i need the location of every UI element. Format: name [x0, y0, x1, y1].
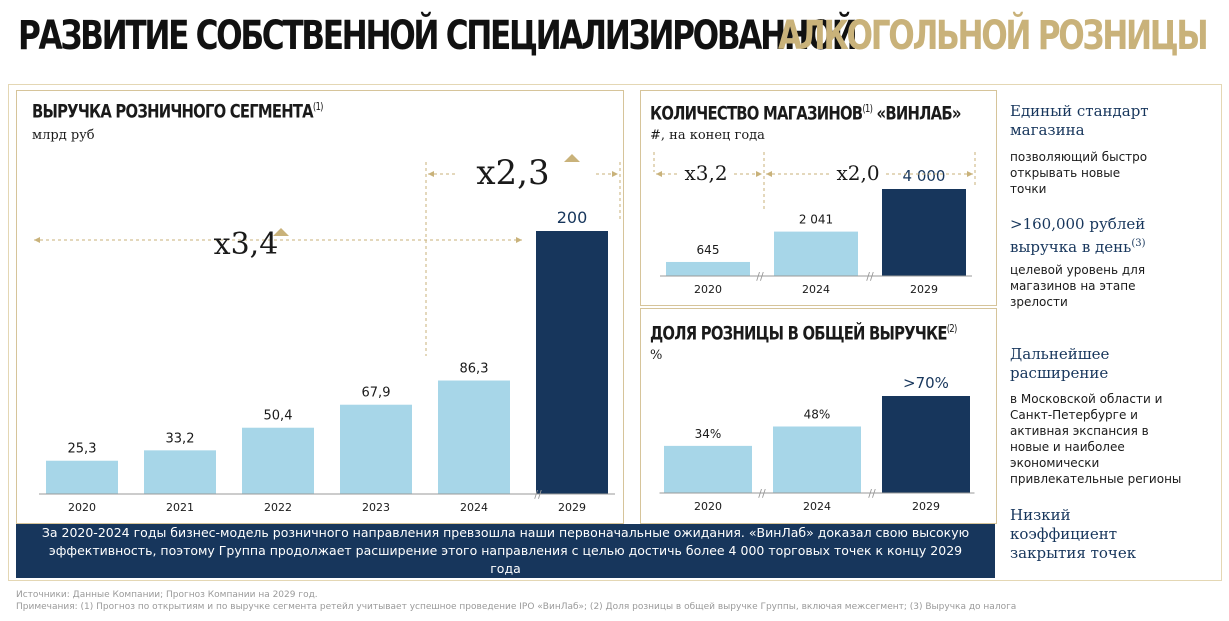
data-label-0-2029: 200 [557, 208, 588, 227]
bracket-x34-arrow-right [516, 237, 522, 243]
share-chart-unit: % [650, 348, 663, 363]
stores-title-sup: (1) [862, 102, 873, 115]
revenue-title-text: ВЫРУЧКА РОЗНИЧНОГО СЕГМЕНТА [32, 100, 314, 123]
data-label-1-2024: 2 041 [799, 213, 833, 227]
bar-2-2020 [664, 445, 752, 493]
page-title-dark: РАЗВИТИЕ СОБСТВЕННОЙ СПЕЦИАЛИЗИРОВАННОЙ [18, 13, 858, 59]
bar-0-2021 [144, 450, 216, 494]
sidebar-head-closure: Низкий коэффициент закрытия точек [1010, 506, 1137, 562]
stores-chart-title: КОЛИЧЕСТВО МАГАЗИНОВ(1) «ВИНЛАБ» [650, 102, 961, 124]
stores-chart: 645 2020 2 041 2024 4 000 2029 // // x3,2 x2,0 [653, 152, 976, 296]
bracket-x32-arrow-right [756, 171, 762, 177]
bar-2-2029 [882, 396, 970, 493]
tick-label-0-2020: 2020 [68, 501, 96, 514]
stores-chart-unit: #, на конец года [650, 128, 765, 143]
up-arrow-x23 [564, 154, 580, 162]
summary-banner: За 2020-2024 годы бизнес-модель рознично… [16, 524, 995, 578]
axis-break-0-0: // [534, 488, 542, 501]
bar-0-2020 [46, 460, 118, 494]
tick-label-2-2020: 2020 [694, 500, 722, 513]
bar-1-2024 [774, 231, 858, 276]
stores-title-suffix: «ВИНЛАБ» [876, 102, 962, 125]
data-label-0-2024: 86,3 [460, 362, 489, 377]
sidebar-head-revenue-text: >160,000 рублей выручка в день [1010, 215, 1146, 256]
sidebar-text-standard: позволяющий быстро открывать новые точки [1010, 150, 1148, 196]
multiplier-x32: x3,2 [684, 161, 727, 185]
data-label-0-2022: 50,4 [264, 409, 293, 424]
bracket-x34-arrow-left [34, 237, 40, 243]
bar-2-2024 [773, 426, 861, 493]
frame-revenue [16, 90, 624, 524]
axis-break-2-0: // [758, 487, 766, 500]
multiplier-x23: x2,3 [476, 153, 549, 193]
page-title: РАЗВИТИЕ СОБСТВЕННОЙ СПЕЦИАЛИЗИРОВАННОЙ [18, 4, 1092, 68]
up-arrow-x34 [273, 228, 289, 236]
data-label-2-2029: >70% [903, 374, 949, 392]
sidebar-head-revenue-sup: (3) [1131, 238, 1146, 249]
sidebar-text-expansion: в Московской области и Санкт-Петербурге … [1010, 392, 1182, 486]
data-label-2-2024: 48% [804, 407, 831, 421]
bracket-x20-arrow-right [967, 171, 973, 177]
bar-0-2024 [438, 380, 510, 494]
revenue-chart-title: ВЫРУЧКА РОЗНИЧНОГО СЕГМЕНТА(1) [32, 100, 323, 122]
data-label-1-2020: 645 [697, 243, 720, 257]
tick-label-1-2024: 2024 [802, 283, 830, 296]
revenue-chart: 25,3 2020 33,2 2021 50,4 2022 67,9 2023 86,3 2024… [34, 153, 621, 514]
data-label-0-2023: 67,9 [362, 386, 391, 401]
data-label-0-2021: 33,2 [166, 431, 195, 446]
bar-0-2023 [340, 404, 412, 494]
share-title-sup: (2) [946, 322, 958, 335]
stores-title-text: КОЛИЧЕСТВО МАГАЗИНОВ [650, 102, 863, 125]
bar-1-2029 [882, 189, 966, 276]
axis-break-2-1: // [868, 487, 876, 500]
data-label-2-2020: 34% [695, 427, 722, 441]
tick-label-1-2029: 2029 [910, 283, 938, 296]
tick-label-0-2023: 2023 [362, 501, 390, 514]
tick-label-0-2024: 2024 [460, 501, 488, 514]
page-title-gold: АЛКОГОЛЬНОЙ РОЗНИЦЫ [778, 13, 1209, 59]
footer-notes: Примечания: (1) Прогноз по открытиям и п… [16, 602, 1017, 612]
sidebar-text-revenue: целевой уровень для магазинов на этапе з… [1010, 263, 1146, 309]
frame-share [640, 308, 997, 524]
tick-label-2-2024: 2024 [803, 500, 831, 513]
tick-label-0-2029: 2029 [558, 501, 586, 514]
sidebar-head-revenue: >160,000 рублей выручка в день(3) [1010, 215, 1180, 257]
share-chart-title: ДОЛЯ РОЗНИЦЫ В ОБЩЕЙ ВЫРУЧКЕ(2) [650, 322, 957, 344]
multiplier-x20: x2,0 [836, 161, 879, 185]
sidebar-head-standard: Единый стандарт магазина [1010, 102, 1149, 139]
bracket-x23-arrow-left [428, 171, 434, 177]
bracket-x32-arrow-left [656, 171, 662, 177]
footer-sources: Источники: Данные Компании; Прогноз Комп… [16, 590, 318, 600]
sidebar-head-expansion: Дальнейшее расширение [1010, 345, 1110, 382]
tick-label-1-2020: 2020 [694, 283, 722, 296]
share-chart: 34% 2020 48% 2024 >70% 2029 // // [659, 374, 975, 513]
revenue-chart-unit: млрд руб [32, 128, 95, 143]
tick-label-0-2022: 2022 [264, 501, 292, 514]
revenue-title-sup: (1) [312, 100, 324, 113]
bracket-x20-arrow-left [766, 171, 772, 177]
multiplier-x32-bg [678, 160, 734, 184]
summary-banner-text: За 2020-2024 годы бизнес-модель рознично… [41, 525, 970, 576]
tick-label-0-2021: 2021 [166, 501, 194, 514]
axis-break-1-1: // [866, 270, 874, 283]
data-label-1-2029: 4 000 [903, 167, 946, 185]
bar-1-2020 [666, 261, 750, 276]
bracket-x23-arrow-right [612, 171, 618, 177]
multiplier-x34: x3,4 [214, 227, 279, 262]
frame-stores [640, 90, 997, 306]
bar-0-2022 [242, 427, 314, 494]
axis-break-1-0: // [756, 270, 764, 283]
main-frame [8, 84, 1222, 581]
bar-0-2029 [536, 231, 608, 494]
page-title-highlight: АЛКОГОЛЬНОЙ РОЗНИЦЫ [778, 4, 1229, 68]
share-title-text: ДОЛЯ РОЗНИЦЫ В ОБЩЕЙ ВЫРУЧКЕ [650, 322, 948, 345]
tick-label-2-2029: 2029 [912, 500, 940, 513]
data-label-0-2020: 25,3 [68, 442, 97, 457]
multiplier-x20-bg [830, 160, 886, 184]
